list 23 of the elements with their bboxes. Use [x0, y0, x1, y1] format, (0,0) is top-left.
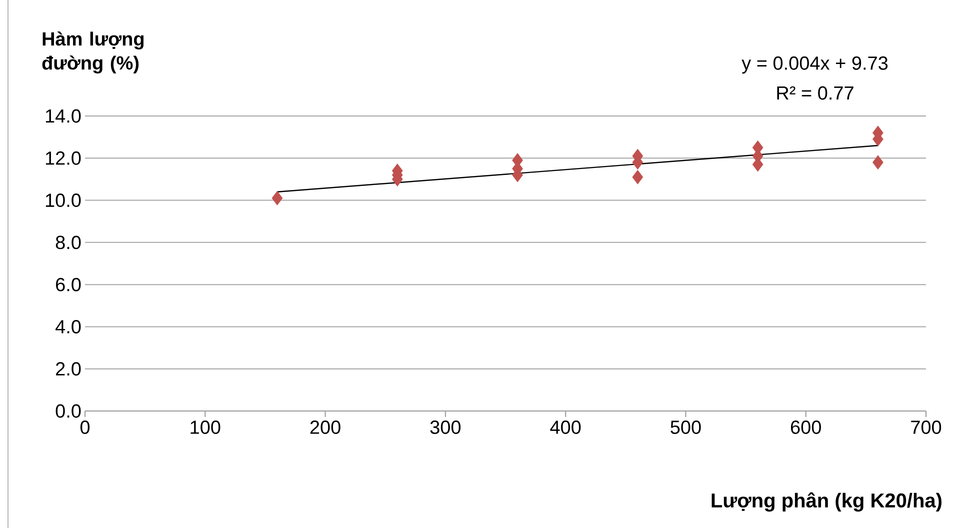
- x-tick-label: 0: [80, 420, 90, 434]
- text: y = 0.004x + 9.73: [742, 56, 888, 74]
- x-tick-label: 100: [190, 420, 220, 434]
- x-tick-label: 500: [670, 420, 701, 434]
- y-tick-label: 0.0: [56, 404, 81, 418]
- y-axis-title: Hàm lượng đường (%): [42, 32, 144, 74]
- y-tick-label: 2.0: [56, 362, 81, 376]
- x-tick-label: 300: [430, 420, 461, 434]
- y-tick-label: 4.0: [55, 320, 81, 334]
- text: R² = 0.77: [777, 86, 854, 100]
- y-tick-label: 14.0: [46, 109, 81, 123]
- y-tick-label: 10.0: [46, 194, 81, 208]
- point: [632, 170, 644, 184]
- y-tick-label: 8.0: [56, 236, 81, 250]
- x-tick-label: 700: [911, 420, 942, 434]
- x-axis-title: Lượng phân (kg K20/ha): [712, 492, 942, 512]
- y-tick-label: 12.0: [46, 151, 81, 165]
- y-tick-label: 6.0: [56, 278, 81, 292]
- point: [272, 190, 283, 206]
- point: [872, 155, 884, 170]
- x-tick-label: 200: [310, 420, 340, 434]
- x-tick-label: 600: [790, 420, 821, 434]
- x-tick-label: 400: [550, 420, 581, 434]
